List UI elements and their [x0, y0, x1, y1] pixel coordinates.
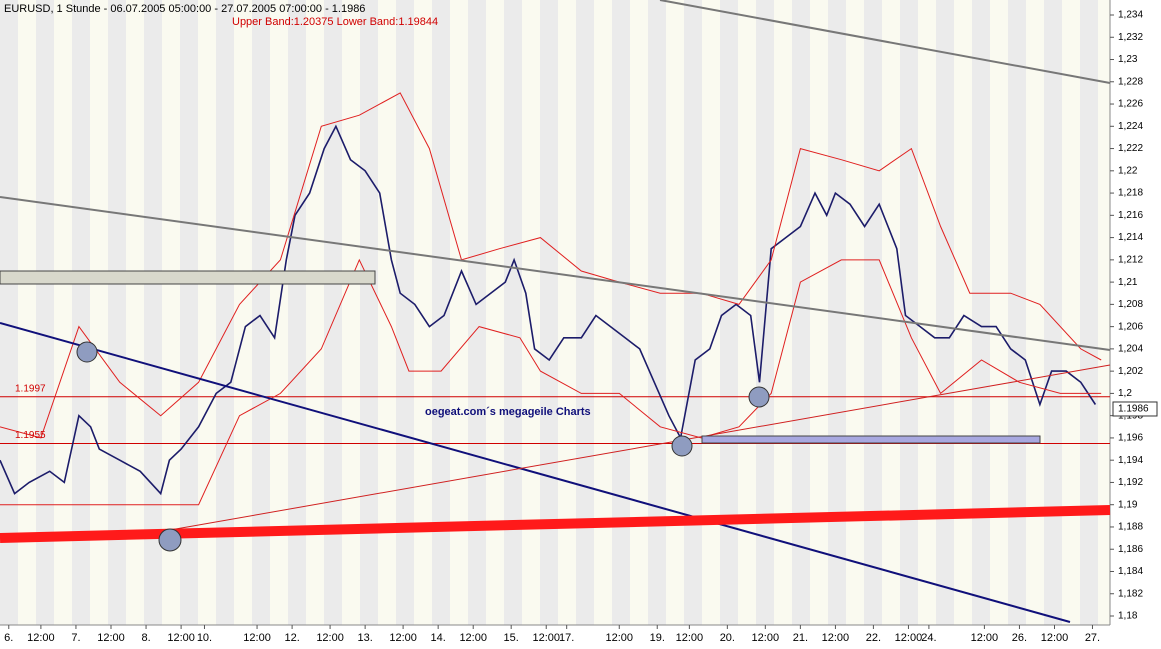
price-line	[0, 92, 1102, 439]
x-tick-label: 7.	[71, 632, 80, 644]
x-tick-label: 12:00	[1041, 632, 1069, 644]
level-label: 1.1955	[15, 430, 46, 441]
x-tick-label: 20.	[720, 632, 735, 644]
x-tick-label: 24.	[921, 632, 936, 644]
zone-box	[701, 435, 1041, 444]
y-tick-label: 1,18	[1118, 611, 1138, 622]
pivot-marker	[76, 341, 98, 363]
x-tick-label: 12:00	[822, 632, 850, 644]
trend-line	[0, 322, 1071, 623]
y-tick-label: 1,22	[1118, 165, 1138, 176]
last-price-label: 1.1986	[1118, 404, 1149, 415]
y-tick-label: 1,182	[1118, 588, 1143, 599]
x-tick-label: 12:00	[167, 632, 195, 644]
y-tick-label: 1,188	[1118, 522, 1143, 533]
chart-title: EURUSD, 1 Stunde - 06.07.2005 05:00:00 -…	[4, 3, 365, 15]
y-tick-label: 1,226	[1118, 99, 1143, 110]
pivot-marker	[748, 386, 770, 408]
y-tick-label: 1,224	[1118, 121, 1143, 132]
trend-line	[0, 196, 1111, 351]
y-tick-label: 1,192	[1118, 477, 1143, 488]
x-tick-label: 12:00	[895, 632, 923, 644]
y-tick-label: 1,202	[1118, 366, 1143, 377]
y-tick-label: 1,184	[1118, 566, 1143, 577]
x-tick-label: 26.	[1012, 632, 1027, 644]
x-tick-label: 12:00	[676, 632, 704, 644]
y-tick-label: 1,21	[1118, 277, 1138, 288]
pivot-marker	[158, 528, 182, 552]
x-tick-label: 19.	[650, 632, 665, 644]
indicator-legend: Upper Band:1.20375 Lower Band:1.19844	[232, 16, 438, 28]
last-price-box	[1112, 401, 1158, 417]
x-tick-label: 12:00	[97, 632, 125, 644]
y-tick-label: 1,232	[1118, 32, 1143, 43]
y-tick-label: 1,19	[1118, 499, 1138, 510]
trend-line	[0, 505, 1111, 543]
y-tick-label: 1,216	[1118, 210, 1143, 221]
y-tick-label: 1,222	[1118, 143, 1143, 154]
x-tick-label: 10.	[197, 632, 212, 644]
y-tick-label: 1,196	[1118, 433, 1143, 444]
axis-background	[1110, 0, 1161, 649]
y-tick-label: 1,194	[1118, 455, 1143, 466]
x-tick-label: 8.	[141, 632, 150, 644]
x-tick-label: 13.	[357, 632, 372, 644]
x-tick-label: 12:00	[27, 632, 55, 644]
y-tick-label: 1,23	[1118, 54, 1138, 65]
x-tick-label: 12:00	[752, 632, 780, 644]
x-tick-label: 12:00	[389, 632, 417, 644]
x-tick-label: 12:00	[532, 632, 560, 644]
x-tick-label: 14.	[431, 632, 446, 644]
x-tick-label: 12:00	[605, 632, 633, 644]
y-tick-label: 1,228	[1118, 76, 1143, 87]
x-tick-label: 17.	[559, 632, 574, 644]
y-tick-label: 1,234	[1118, 10, 1143, 21]
y-tick-label: 1,2	[1118, 388, 1132, 399]
trend-line	[659, 0, 1111, 84]
x-tick-label: 6.	[4, 632, 13, 644]
y-tick-label: 1,186	[1118, 544, 1143, 555]
level-label: 1.1997	[15, 383, 46, 394]
price-line	[0, 124, 1097, 496]
y-tick-label: 1,214	[1118, 232, 1143, 243]
price-line	[0, 258, 1102, 506]
x-tick-label: 12.	[284, 632, 299, 644]
y-tick-label: 1,204	[1118, 344, 1143, 355]
zone-box	[0, 270, 376, 285]
y-tick-label: 1,208	[1118, 299, 1143, 310]
annotation: oegeat.com´s megageile Charts	[425, 406, 591, 418]
x-tick-label: 12:00	[243, 632, 271, 644]
trend-line	[169, 364, 1111, 531]
x-tick-label: 12:00	[971, 632, 999, 644]
x-tick-label: 15.	[504, 632, 519, 644]
y-tick-label: 1,206	[1118, 321, 1143, 332]
x-tick-label: 21.	[793, 632, 808, 644]
pivot-marker	[671, 435, 693, 457]
x-tick-label: 12:00	[459, 632, 487, 644]
x-tick-label: 27.	[1085, 632, 1100, 644]
x-tick-label: 12:00	[316, 632, 344, 644]
x-tick-label: 22.	[866, 632, 881, 644]
y-tick-label: 1,212	[1118, 254, 1143, 265]
y-tick-label: 1,218	[1118, 188, 1143, 199]
